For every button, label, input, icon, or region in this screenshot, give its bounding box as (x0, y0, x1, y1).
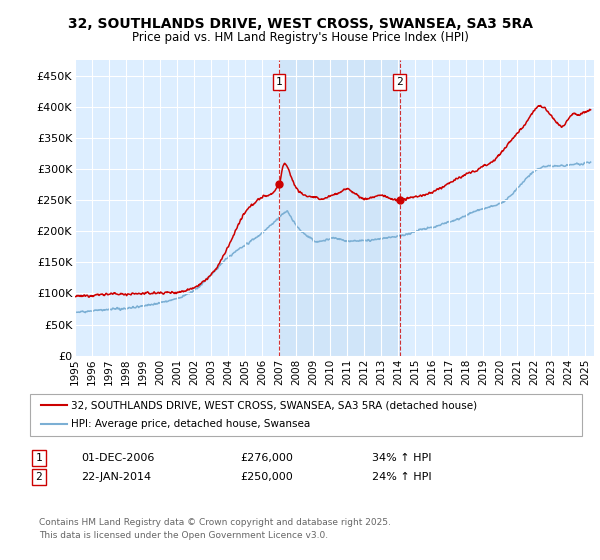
Text: HPI: Average price, detached house, Swansea: HPI: Average price, detached house, Swan… (71, 419, 310, 429)
Text: 32, SOUTHLANDS DRIVE, WEST CROSS, SWANSEA, SA3 5RA (detached house): 32, SOUTHLANDS DRIVE, WEST CROSS, SWANSE… (71, 400, 477, 410)
Text: £250,000: £250,000 (240, 472, 293, 482)
Text: 32, SOUTHLANDS DRIVE, WEST CROSS, SWANSEA, SA3 5RA: 32, SOUTHLANDS DRIVE, WEST CROSS, SWANSE… (67, 17, 533, 31)
Text: 34% ↑ HPI: 34% ↑ HPI (372, 453, 431, 463)
Text: 2: 2 (396, 77, 403, 87)
Text: 1: 1 (276, 77, 283, 87)
Text: 24% ↑ HPI: 24% ↑ HPI (372, 472, 431, 482)
Text: Price paid vs. HM Land Registry's House Price Index (HPI): Price paid vs. HM Land Registry's House … (131, 31, 469, 44)
Text: 22-JAN-2014: 22-JAN-2014 (81, 472, 151, 482)
Text: £276,000: £276,000 (240, 453, 293, 463)
Bar (279, 60, 400, 356)
Text: 2: 2 (35, 472, 43, 482)
Text: 01-DEC-2006: 01-DEC-2006 (81, 453, 154, 463)
Text: 1: 1 (35, 453, 43, 463)
Text: Contains HM Land Registry data © Crown copyright and database right 2025.
This d: Contains HM Land Registry data © Crown c… (39, 519, 391, 540)
